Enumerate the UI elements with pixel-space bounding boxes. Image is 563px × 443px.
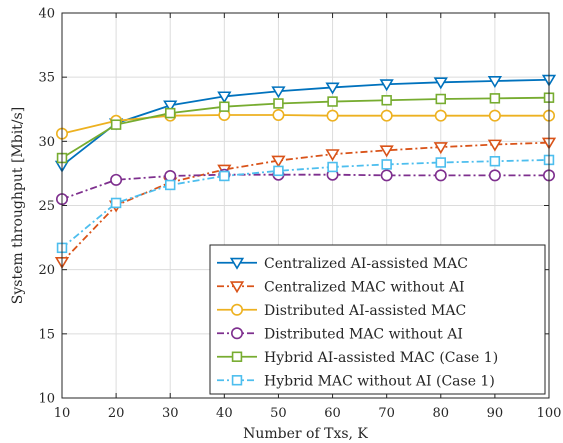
- data-point: [436, 170, 446, 180]
- y-axis-label: System throughput [Mbit/s]: [10, 107, 26, 304]
- x-tick-label: 90: [487, 406, 504, 421]
- data-point: [328, 97, 337, 106]
- legend-label: Distributed AI-assisted MAC: [264, 303, 466, 319]
- data-point: [436, 110, 446, 120]
- x-tick-label: 60: [324, 406, 341, 421]
- y-tick-label: 15: [38, 327, 55, 342]
- data-point: [166, 181, 175, 190]
- legend-label: Hybrid AI-assisted MAC (Case 1): [264, 350, 498, 366]
- legend-label: Centralized MAC without AI: [264, 279, 465, 295]
- x-tick-label: 70: [378, 406, 395, 421]
- legend-marker: [232, 328, 242, 338]
- x-tick-label: 30: [162, 406, 179, 421]
- data-point: [382, 96, 391, 105]
- data-point: [111, 175, 121, 185]
- y-tick-label: 40: [38, 7, 55, 22]
- data-point: [382, 160, 391, 169]
- data-point: [490, 110, 500, 120]
- y-tick-label: 25: [38, 199, 55, 214]
- legend-marker: [233, 352, 242, 361]
- data-point: [274, 99, 283, 108]
- data-point: [165, 171, 175, 181]
- data-point: [220, 172, 229, 181]
- data-point: [112, 120, 121, 129]
- legend-marker: [232, 305, 242, 315]
- data-point: [381, 110, 391, 120]
- data-point: [273, 110, 283, 120]
- data-point: [490, 170, 500, 180]
- data-point: [274, 166, 283, 175]
- x-tick-label: 20: [108, 406, 125, 421]
- x-tick-label: 80: [433, 406, 450, 421]
- data-point: [112, 199, 121, 208]
- legend-label: Distributed MAC without AI: [264, 326, 463, 342]
- data-point: [220, 102, 229, 111]
- legend-label: Centralized AI-assisted MAC: [264, 256, 468, 272]
- data-point: [381, 170, 391, 180]
- data-point: [490, 94, 499, 103]
- data-point: [328, 163, 337, 172]
- x-tick-label: 100: [537, 406, 562, 421]
- x-tick-label: 40: [216, 406, 233, 421]
- legend-marker: [233, 376, 242, 385]
- y-tick-label: 30: [38, 135, 55, 150]
- data-point: [490, 157, 499, 166]
- data-point: [436, 158, 445, 167]
- x-tick-label: 50: [270, 406, 287, 421]
- data-point: [327, 110, 337, 120]
- data-point: [436, 95, 445, 104]
- y-tick-label: 20: [38, 263, 55, 278]
- y-tick-label: 10: [38, 392, 55, 407]
- x-axis-label: Number of Txs, K: [243, 426, 368, 442]
- data-point: [166, 109, 175, 118]
- x-tick-label: 10: [54, 406, 71, 421]
- y-tick-label: 35: [38, 71, 55, 86]
- legend-label: Hybrid MAC without AI (Case 1): [264, 373, 495, 389]
- legend: Centralized AI-assisted MAC Centralized M…: [210, 245, 545, 394]
